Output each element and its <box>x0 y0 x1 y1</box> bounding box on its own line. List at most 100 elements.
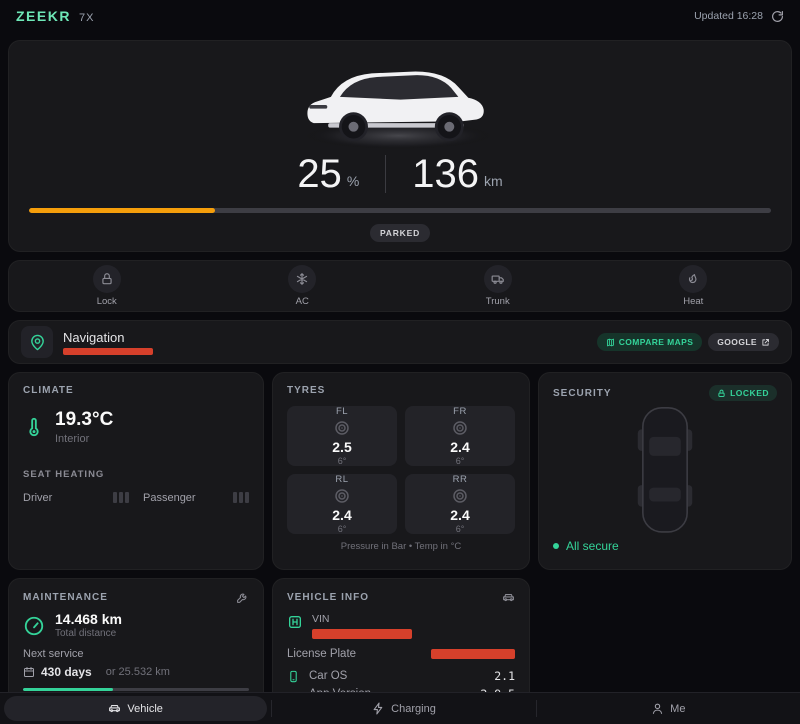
range-stat: 136 km <box>412 154 502 194</box>
interior-temp-value: 19.3°C <box>55 409 114 430</box>
flame-icon <box>679 265 708 293</box>
vehicle-info-header: VEHICLE INFO <box>287 591 515 604</box>
tyre-temp: 6° <box>337 524 347 534</box>
google-label: GOOGLE <box>717 337 757 347</box>
vin-texts: VIN <box>312 613 412 639</box>
trunk-icon <box>483 265 512 293</box>
climate-card: CLIMATE 19.3°C Interior SEAT HEATING Dri… <box>8 372 264 570</box>
temp-texts: 19.3°C Interior <box>55 409 114 445</box>
tyre-icon <box>333 419 351 437</box>
service-progress-fill <box>23 688 114 692</box>
brand-model: 7X <box>78 12 95 24</box>
main-content: 25 % 136 km PARKED Lock AC <box>0 32 800 714</box>
tyres-title: TYRES <box>287 385 326 396</box>
car-image <box>283 45 518 156</box>
climate-title: CLIMATE <box>23 385 74 396</box>
vin-section: VIN <box>287 613 515 639</box>
lock-small-icon <box>717 389 726 398</box>
tyre-pressure: 2.4 <box>450 507 470 523</box>
lock-label: Lock <box>96 296 117 307</box>
vehicle-stats: 25 % 136 km <box>297 154 502 194</box>
navigation-title: Navigation <box>63 329 125 345</box>
destination-redaction <box>63 347 153 355</box>
wrench-icon[interactable] <box>236 591 249 604</box>
stat-divider <box>385 155 387 194</box>
navigation-buttons: COMPARE MAPS GOOGLE <box>596 333 779 351</box>
tyres-card: TYRES FL 2.5 6° FR 2.4 6° RL 2.4 <box>272 372 530 570</box>
maintenance-title: MAINTENANCE <box>23 592 108 603</box>
bolt-icon <box>372 702 385 715</box>
tab-charging[interactable]: Charging <box>272 693 535 724</box>
security-title: SECURITY <box>553 387 612 399</box>
compare-maps-label: COMPARE MAPS <box>618 337 694 347</box>
car-os-row: Car OS 2.1 <box>309 669 515 683</box>
interior-temp: 19.3°C Interior <box>23 409 249 445</box>
passenger-heat-level[interactable] <box>233 492 249 504</box>
updated-text: Updated 16:28 <box>694 10 763 22</box>
heat-label: Heat <box>683 296 704 307</box>
driver-seat-heating: Driver <box>23 492 129 504</box>
license-plate-redaction <box>431 649 515 659</box>
service-distance: or 25.532 km <box>105 666 170 679</box>
tyre-tile-fr: FR 2.4 6° <box>405 406 515 466</box>
tyre-pressure: 2.4 <box>332 507 352 523</box>
maintenance-card: MAINTENANCE 14.468 km Total distance Nex… <box>8 578 264 714</box>
top-bar: ZEEKR 7X Updated 16:28 <box>0 0 800 32</box>
heat-button[interactable]: Heat <box>596 265 792 307</box>
interior-temp-label: Interior <box>55 432 90 445</box>
car-os-value: 2.1 <box>494 669 515 683</box>
total-distance-value: 14.468 km <box>55 611 122 627</box>
trunk-button[interactable]: Trunk <box>400 265 596 307</box>
lock-button[interactable]: Lock <box>9 265 205 307</box>
range-value: 136 <box>412 152 480 197</box>
parked-badge: PARKED <box>369 224 431 242</box>
distance-texts: 14.468 km Total distance <box>55 611 122 640</box>
calendar-icon <box>23 666 35 678</box>
driver-heat-level[interactable] <box>113 492 129 504</box>
snowflake-icon <box>288 265 317 293</box>
brand: ZEEKR 7X <box>16 8 94 24</box>
car-os-label: Car OS <box>309 670 348 682</box>
tyre-position: RR <box>452 474 468 485</box>
tyre-icon <box>451 487 469 505</box>
smartphone-icon <box>287 670 300 683</box>
tyre-temp: 6° <box>455 524 465 534</box>
updated-status: Updated 16:28 <box>694 10 784 23</box>
car-top-view <box>553 401 777 539</box>
total-distance-label: Total distance <box>55 628 117 640</box>
refresh-icon[interactable] <box>771 10 784 23</box>
vin-badge-icon <box>287 614 303 630</box>
brand-name: ZEEKR <box>16 8 71 24</box>
info-grid-row-2: MAINTENANCE 14.468 km Total distance Nex… <box>8 578 792 714</box>
tyre-tile-fl: FL 2.5 6° <box>287 406 397 466</box>
tyre-temp: 6° <box>455 456 465 466</box>
tyre-position: FL <box>335 406 349 417</box>
license-plate-section: License Plate <box>287 648 515 660</box>
tyre-icon <box>333 487 351 505</box>
thermometer-icon <box>23 414 45 440</box>
quick-actions-card: Lock AC Trunk Heat <box>8 260 792 312</box>
info-grid-row-1: CLIMATE 19.3°C Interior SEAT HEATING Dri… <box>8 372 792 570</box>
person-icon <box>651 702 664 715</box>
ac-label: AC <box>295 296 309 307</box>
external-link-icon <box>761 338 770 347</box>
ac-button[interactable]: AC <box>205 265 401 307</box>
next-service-label: Next service <box>23 648 84 661</box>
security-status: All secure <box>553 539 777 557</box>
compare-maps-button[interactable]: COMPARE MAPS <box>596 333 703 351</box>
map-pin-icon <box>21 326 53 358</box>
tab-me[interactable]: Me <box>537 693 800 724</box>
map-icon <box>606 338 615 347</box>
locked-label: LOCKED <box>730 388 769 398</box>
battery-progress-track <box>29 208 771 213</box>
car-icon <box>502 591 515 604</box>
maintenance-header: MAINTENANCE <box>23 591 249 604</box>
all-secure-label: All secure <box>566 539 619 553</box>
battery-unit: % <box>346 173 360 190</box>
tab-vehicle[interactable]: Vehicle <box>4 696 268 721</box>
tyre-icon <box>451 419 469 437</box>
tyre-position: RL <box>335 474 349 485</box>
tyre-tile-rr: RR 2.4 6° <box>405 474 515 534</box>
vin-label: VIN <box>312 613 330 625</box>
google-maps-button[interactable]: GOOGLE <box>708 333 779 351</box>
